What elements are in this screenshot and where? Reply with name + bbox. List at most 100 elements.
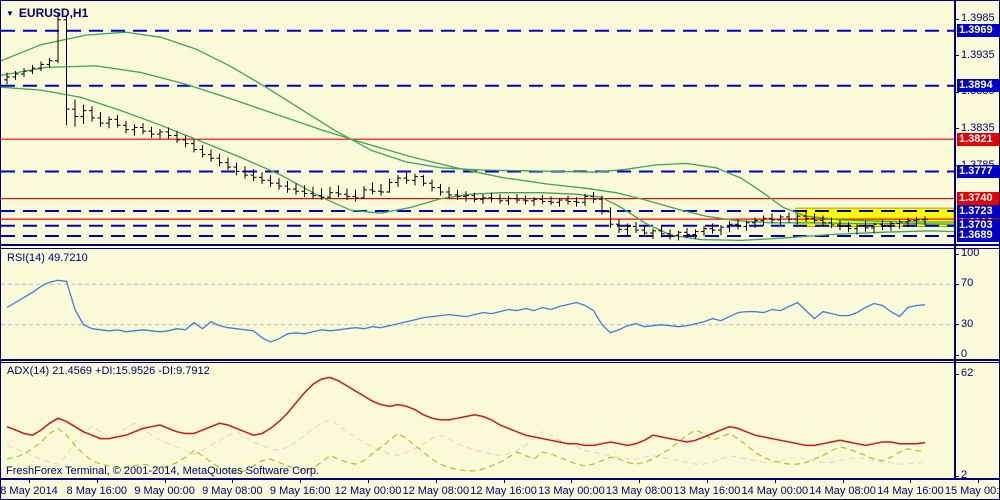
symbol-period-label: EURUSD,H1 <box>18 6 89 20</box>
time-axis-label: 14 May 16:00 <box>877 485 944 497</box>
time-axis-label: 9 May 08:00 <box>202 485 263 497</box>
time-axis-tick <box>232 479 234 483</box>
price-bar <box>4 72 10 85</box>
price-bar <box>709 223 716 234</box>
price-bar <box>888 221 894 231</box>
price-bar <box>157 128 163 140</box>
price-bar <box>667 229 673 240</box>
price-bar <box>335 185 342 198</box>
price-bar <box>106 116 112 129</box>
price-bar <box>573 197 580 207</box>
price-bar <box>395 175 401 187</box>
time-axis-label: 12 May 16:00 <box>470 485 537 497</box>
price-bar <box>437 183 444 196</box>
price-bar <box>63 16 70 126</box>
axis-tick <box>954 253 959 255</box>
price-bar <box>862 221 869 232</box>
band-upper-line <box>1 31 954 223</box>
rsi-axis-tick-label: 30 <box>961 317 974 330</box>
time-axis-label: 14 May 08:00 <box>809 485 876 497</box>
price-bar <box>97 112 104 127</box>
price-bar <box>879 219 886 231</box>
axis-tick <box>954 354 959 356</box>
rsi-axis-tick-label: 0 <box>961 348 968 360</box>
rsi-axis-tick-label: 100 <box>961 247 980 259</box>
price-bar <box>276 178 282 190</box>
price-bar <box>599 195 605 215</box>
price-bar <box>420 175 427 187</box>
price-level-badge-blue: 1.3894 <box>957 79 999 93</box>
price-bar <box>794 213 801 225</box>
time-axis-tick <box>503 479 505 483</box>
time-axis-label: 13 May 00:00 <box>538 485 605 497</box>
panel-separator <box>1 247 999 249</box>
price-bar <box>582 194 588 206</box>
price-bar <box>505 195 512 206</box>
adx-axis-tick-label: 2 <box>961 469 968 481</box>
price-bar <box>267 175 274 187</box>
time-axis-label: 9 May 00:00 <box>134 485 195 497</box>
price-level-badge-red: 1.3740 <box>957 192 999 206</box>
time-axis-label: 13 May 08:00 <box>605 485 673 497</box>
price-bar <box>548 196 554 206</box>
price-bar <box>488 192 495 203</box>
band-lower-line <box>1 86 954 242</box>
time-axis-label: 15 May 00:00 <box>944 485 1000 497</box>
price-bar <box>786 212 792 223</box>
price-bar <box>718 224 724 236</box>
price-axis-tick-label: 1.3985 <box>961 12 995 24</box>
price-bar <box>284 180 291 193</box>
price-bar <box>165 127 172 139</box>
price-chart-canvas[interactable] <box>1 3 954 244</box>
price-bar <box>80 104 87 124</box>
price-bar <box>233 162 240 176</box>
chart-title: ▼ EURUSD,H1 <box>6 6 88 20</box>
price-bar <box>760 215 767 226</box>
axis-tick <box>954 475 959 477</box>
price-bar <box>854 224 860 235</box>
price-bar <box>131 124 138 136</box>
time-axis-tick <box>368 479 369 483</box>
axis-tick <box>954 91 959 93</box>
time-axis-label: 13 May 16:00 <box>673 485 741 497</box>
rsi-indicator-canvas[interactable] <box>1 249 954 358</box>
price-bar <box>46 57 53 68</box>
price-level-badge-blue: 1.3723 <box>957 204 999 218</box>
copyright-text: FreshForex Terminal, © 2001-2014, MetaQu… <box>6 465 319 477</box>
adx-axis-tick-label: 62 <box>961 367 974 379</box>
time-axis-tick <box>978 479 980 483</box>
panel-separator[interactable] <box>1 244 999 246</box>
price-bar <box>89 106 95 122</box>
price-bar <box>565 195 571 205</box>
time-axis-label: 8 May 16:00 <box>66 485 128 497</box>
price-level-badge-blue: 1.3703 <box>957 219 999 233</box>
price-bar <box>828 217 835 228</box>
price-bar <box>293 183 299 195</box>
panel-separator[interactable] <box>1 358 999 361</box>
price-bar <box>208 149 214 162</box>
price-bar <box>480 194 486 204</box>
price-bar <box>29 65 36 74</box>
price-bar <box>344 188 350 201</box>
price-bar <box>114 115 121 128</box>
price-axis-separator[interactable] <box>954 1 956 479</box>
price-bar <box>675 230 682 241</box>
time-axis-tick <box>571 479 573 483</box>
price-bar <box>752 217 758 228</box>
axis-tick <box>954 165 959 167</box>
price-bar <box>225 157 231 170</box>
price-bar <box>820 215 826 226</box>
price-bar <box>191 139 197 153</box>
adx-indicator-canvas[interactable] <box>1 362 954 478</box>
time-axis-label: 9 May 16:00 <box>269 485 331 497</box>
price-bar <box>259 172 265 184</box>
price-bar <box>174 131 180 143</box>
time-axis-tick <box>774 479 776 483</box>
axis-tick <box>954 283 959 285</box>
price-bar <box>616 219 622 234</box>
time-axis-tick <box>300 479 302 483</box>
price-bar <box>327 186 333 199</box>
time-axis-tick <box>29 479 30 483</box>
price-bar <box>905 217 911 228</box>
